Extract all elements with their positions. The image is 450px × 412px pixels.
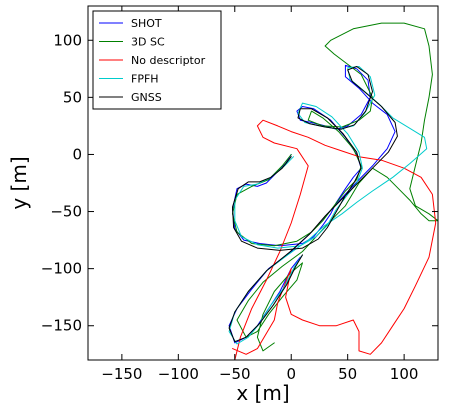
x-tick-label: −50 (219, 365, 251, 383)
y-tick-label: −150 (41, 317, 82, 335)
legend-label: 3D SC (131, 36, 165, 49)
legend-label: SHOT (131, 17, 162, 30)
series-layer (228, 22, 438, 360)
legend-label: GNSS (131, 91, 162, 104)
plot-frame (87, 5, 439, 361)
x-tick-label: 50 (338, 365, 357, 383)
legend-label: No descriptor (131, 54, 206, 67)
x-tick-label: −100 (158, 365, 199, 383)
ticks-layer: −150 −100 −50 0 50 100 −150 −100 −50 0 50 100 (41, 6, 438, 383)
y-tick-label: −100 (41, 260, 82, 278)
legend: SHOT 3D SC No descriptor FPFH GNSS (92, 10, 222, 110)
y-tick-label: −50 (50, 203, 82, 221)
series-line-4 (228, 66, 398, 343)
x-tick-label: −150 (101, 365, 142, 383)
legend-label: FPFH (131, 73, 159, 86)
series-line-2 (232, 119, 437, 360)
x-tick-label: 0 (286, 365, 296, 383)
x-tick-label: 100 (390, 365, 419, 383)
y-tick-label: 100 (53, 31, 82, 49)
y-tick-label: 0 (72, 145, 82, 163)
y-tick-label: 50 (63, 88, 82, 106)
y-axis-label: y [m] (7, 156, 31, 209)
x-axis-label: x [m] (236, 381, 289, 405)
